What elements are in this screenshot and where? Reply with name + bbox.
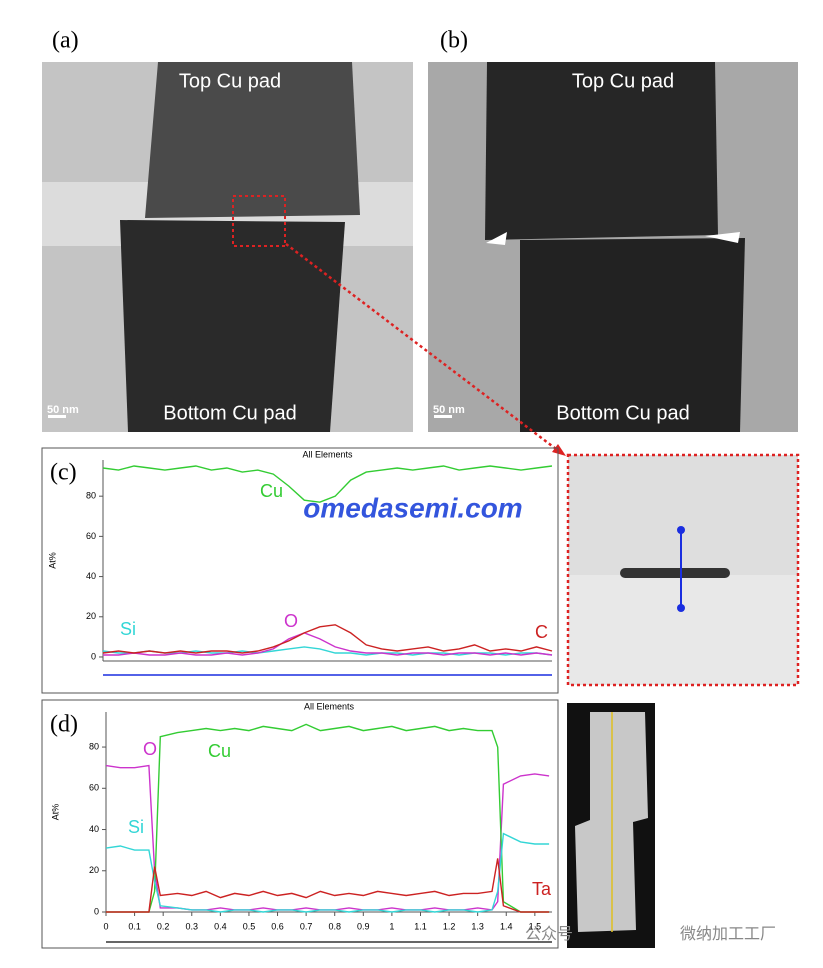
x-tick-label: 1.3 [471, 921, 484, 931]
series-label: O [143, 739, 157, 759]
panel-label: (c) [50, 460, 77, 486]
series-label: O [284, 611, 298, 631]
series-line [106, 723, 550, 913]
series-label: Cu [260, 481, 283, 501]
series-label: Si [120, 619, 136, 639]
x-tick-label: 0.7 [300, 921, 313, 931]
y-tick-label: 0 [94, 906, 99, 916]
panel-label: (b) [440, 28, 468, 54]
panel-label: (d) [50, 712, 78, 738]
x-tick-label: 0.1 [128, 921, 141, 931]
y-tick-label: 60 [86, 531, 96, 541]
y-tick-label: 20 [89, 865, 99, 875]
image-label: Bottom Cu pad [556, 402, 689, 424]
series-label: Ta [532, 879, 552, 899]
y-tick-label: 60 [89, 783, 99, 793]
y-tick-label: 40 [89, 824, 99, 834]
series-line [105, 764, 550, 911]
x-tick-label: 1.2 [443, 921, 456, 931]
footer-text: 公众号 [525, 925, 573, 943]
series-line [102, 624, 553, 654]
x-tick-label: 0 [103, 921, 108, 931]
x-tick-label: 0.3 [186, 921, 199, 931]
x-tick-label: 0.2 [157, 921, 170, 931]
y-axis-label: At% [47, 552, 57, 569]
x-tick-label: 0.6 [271, 921, 284, 931]
y-tick-label: 80 [89, 741, 99, 751]
series-label: Si [128, 817, 144, 837]
series-line [106, 858, 550, 913]
image-label: Bottom Cu pad [163, 402, 296, 424]
series-line [103, 632, 553, 656]
scale-bar-label: 50 nm [433, 404, 465, 416]
x-tick-label: 1 [389, 921, 394, 931]
image-label: Top Cu pad [572, 70, 674, 92]
series-line [105, 832, 550, 913]
tem-image-b [428, 62, 798, 432]
arrow-head [552, 444, 566, 456]
chart-frame [41, 699, 559, 949]
zoom-image [566, 453, 800, 687]
chart-title: All Elements [302, 449, 353, 459]
y-tick-label: 0 [91, 651, 96, 661]
x-tick-label: 0.4 [214, 921, 227, 931]
chart-title: All Elements [304, 701, 355, 711]
panel-label: (a) [52, 28, 79, 54]
series-line [102, 465, 553, 503]
x-tick-label: 0.5 [243, 921, 256, 931]
y-axis-label: At% [50, 804, 60, 821]
x-tick-label: 1.4 [500, 921, 513, 931]
x-tick-label: 0.8 [328, 921, 341, 931]
series-label: Cu [208, 741, 231, 761]
series-label: C [535, 622, 548, 642]
sem-image [567, 703, 655, 948]
scale-bar-label: 50 nm [47, 404, 79, 416]
watermark: omedasemi.com [303, 492, 522, 523]
y-tick-label: 40 [86, 571, 96, 581]
x-tick-label: 1.1 [414, 921, 427, 931]
y-tick-label: 80 [86, 491, 96, 501]
tem-image-a [42, 62, 413, 432]
chart-frame [41, 447, 559, 694]
y-tick-label: 20 [86, 611, 96, 621]
footer-text: 微纳加工工厂 [680, 925, 776, 943]
x-tick-label: 1.5 [529, 921, 542, 931]
x-tick-label: 0.9 [357, 921, 370, 931]
image-label: Top Cu pad [179, 70, 281, 92]
